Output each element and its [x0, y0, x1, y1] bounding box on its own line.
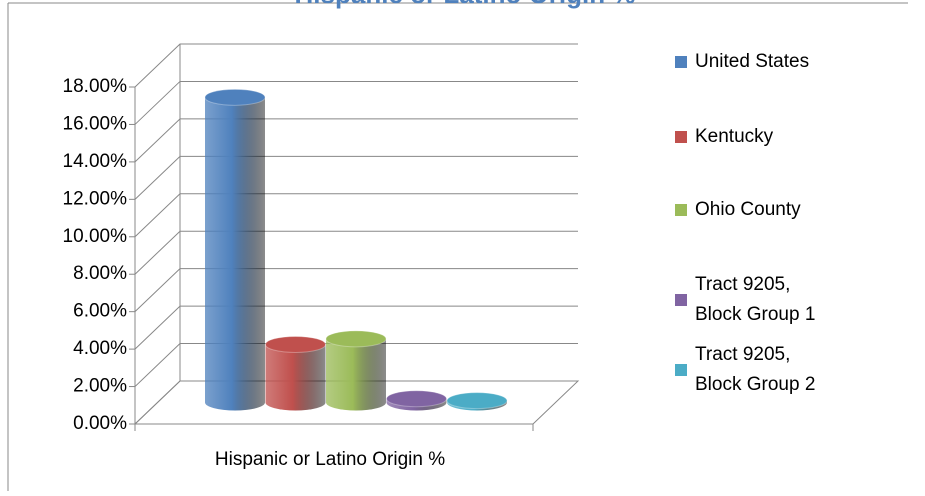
y-tick-label: 16.00% [63, 113, 128, 134]
y-tick-label: 8.00% [73, 263, 127, 284]
y-tick-label: 4.00% [73, 338, 127, 359]
cylinder-top [325, 330, 387, 348]
cylinder-top [204, 88, 266, 106]
grid-line [134, 268, 578, 313]
grid-line [134, 305, 578, 350]
legend-swatch [675, 56, 687, 68]
cylinder-body [265, 344, 326, 411]
legend-swatch [675, 294, 687, 306]
x-tick-label: Hispanic or Latino Origin % [215, 449, 445, 470]
legend-swatch [675, 364, 687, 376]
y-tick-label: 0.00% [73, 413, 127, 434]
y-tick-label: 6.00% [73, 301, 127, 322]
grid-line [134, 118, 578, 163]
legend-label: Tract 9205, Block Group 1 [695, 274, 815, 325]
cylinder-body [205, 97, 265, 411]
grid-line [134, 155, 578, 200]
y-tick-label: 14.00% [63, 151, 128, 172]
legend-swatch [675, 204, 687, 216]
legend-label: Tract 9205, Block Group 2 [695, 344, 815, 395]
legend-label: Ohio County [695, 199, 801, 220]
grid-line [134, 80, 578, 125]
chart-title: Hispanic or Latino Origin % [295, 0, 636, 9]
y-tick-label: 10.00% [63, 226, 128, 247]
grid-line [134, 380, 578, 425]
cylinder-body [326, 338, 386, 411]
grid-line [134, 193, 578, 238]
grid-line [134, 230, 578, 275]
y-tick-label: 18.00% [63, 76, 128, 97]
y-tick-label: 2.00% [73, 376, 127, 397]
cylinder-top [446, 392, 508, 410]
y-tick-label: 12.00% [63, 188, 128, 209]
cylinder-top [265, 335, 326, 353]
legend-label: Kentucky [695, 126, 774, 147]
cylinder-top [386, 390, 447, 408]
legend-swatch [675, 131, 687, 143]
grid-line [134, 43, 578, 88]
grid-line [134, 343, 578, 387]
legend-label: United States [695, 51, 809, 72]
